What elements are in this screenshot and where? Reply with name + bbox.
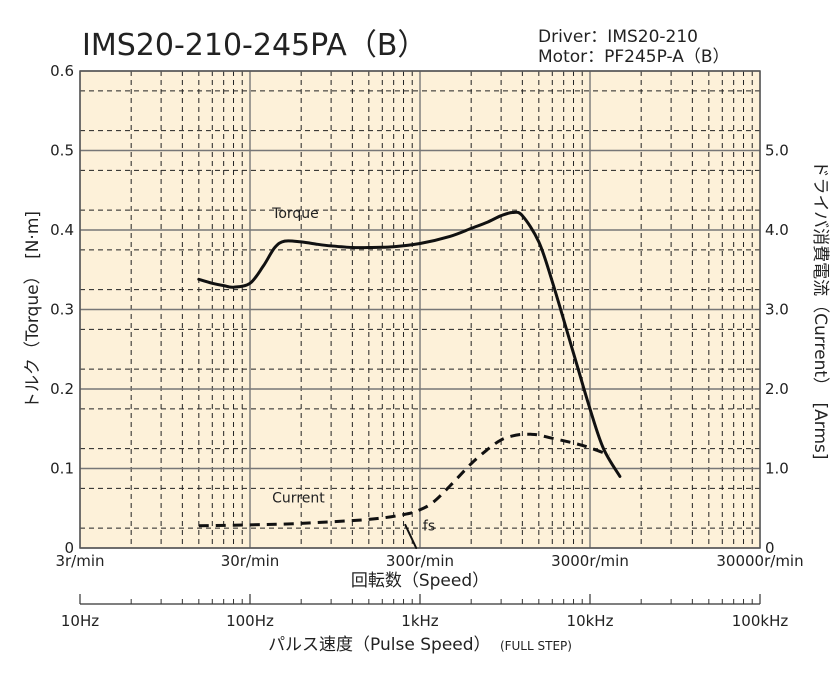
y-tick-left: 0.4 bbox=[50, 221, 74, 239]
y-tick-right: 1.0 bbox=[765, 460, 789, 478]
series-line-fs bbox=[404, 523, 418, 549]
right-axis-ticks: 0 1.0 2.0 3.0 4.0 5.0 bbox=[765, 142, 789, 558]
x-tick-pulse: 100kHz bbox=[732, 612, 789, 630]
pulse-speed-axis: 10Hz 100Hz 1kHz 10kHz 100kHz bbox=[61, 594, 788, 630]
chart-title: IMS20-210-245PA（B） bbox=[82, 28, 427, 63]
y-axis-left-label: トルク（Torque） [N·m] bbox=[23, 211, 43, 409]
series-label-fs: fs bbox=[423, 519, 435, 535]
x-tick-speed: 30000r/min bbox=[716, 552, 803, 570]
x-tick-speed: 3r/min bbox=[55, 552, 104, 570]
y-tick-right: 3.0 bbox=[765, 301, 789, 319]
y-tick-left: 0.1 bbox=[50, 460, 74, 478]
major-grid bbox=[79, 70, 761, 549]
x-tick-pulse: 10kHz bbox=[567, 612, 614, 630]
y-tick-right: 2.0 bbox=[765, 380, 789, 398]
x-tick-speed: 3000r/min bbox=[551, 552, 629, 570]
driver-label: Driver：IMS20-210 bbox=[538, 27, 698, 47]
series-line-current bbox=[198, 432, 610, 528]
y-tick-left: 0.5 bbox=[50, 142, 74, 160]
x-tick-pulse: 100Hz bbox=[226, 612, 274, 630]
y-tick-left: 0 bbox=[64, 539, 74, 557]
y-tick-right: 5.0 bbox=[765, 142, 789, 160]
series-label-current: Current bbox=[272, 491, 325, 507]
y-tick-right: 0 bbox=[765, 539, 775, 557]
y-tick-left: 0.3 bbox=[50, 301, 74, 319]
series-layer bbox=[197, 210, 622, 549]
series-line-torque bbox=[197, 210, 622, 478]
left-axis-ticks: 0 0.1 0.2 0.3 0.4 0.5 0.6 bbox=[50, 62, 74, 557]
speed-axis-ticks: 3r/min 30r/min 300r/min 3000r/min 30000r/min bbox=[55, 552, 803, 570]
speed-axis-label: 回転数（Speed） bbox=[351, 571, 489, 591]
pulse-axis-label-main: パルス速度（Pulse Speed） bbox=[268, 635, 490, 655]
x-tick-speed: 300r/min bbox=[386, 552, 454, 570]
pulse-axis-label: パルス速度（Pulse Speed） (FULL STEP) bbox=[268, 635, 572, 655]
motor-label: Motor：PF245P-A（B） bbox=[538, 47, 730, 67]
x-tick-pulse: 1kHz bbox=[401, 612, 439, 630]
plot-frame bbox=[79, 70, 761, 549]
x-tick-speed: 30r/min bbox=[221, 552, 280, 570]
pulse-axis-label-note: (FULL STEP) bbox=[500, 639, 572, 653]
series-label-torque: Torque bbox=[271, 206, 319, 222]
x-tick-pulse: 10Hz bbox=[61, 612, 99, 630]
y-tick-right: 4.0 bbox=[765, 221, 789, 239]
y-axis-right-label: ドライバ消費電流（Current） [Arms] bbox=[810, 160, 830, 459]
y-tick-left: 0.2 bbox=[50, 380, 74, 398]
y-tick-left: 0.6 bbox=[50, 62, 74, 80]
series-labels: Torque Current fs bbox=[271, 206, 435, 534]
